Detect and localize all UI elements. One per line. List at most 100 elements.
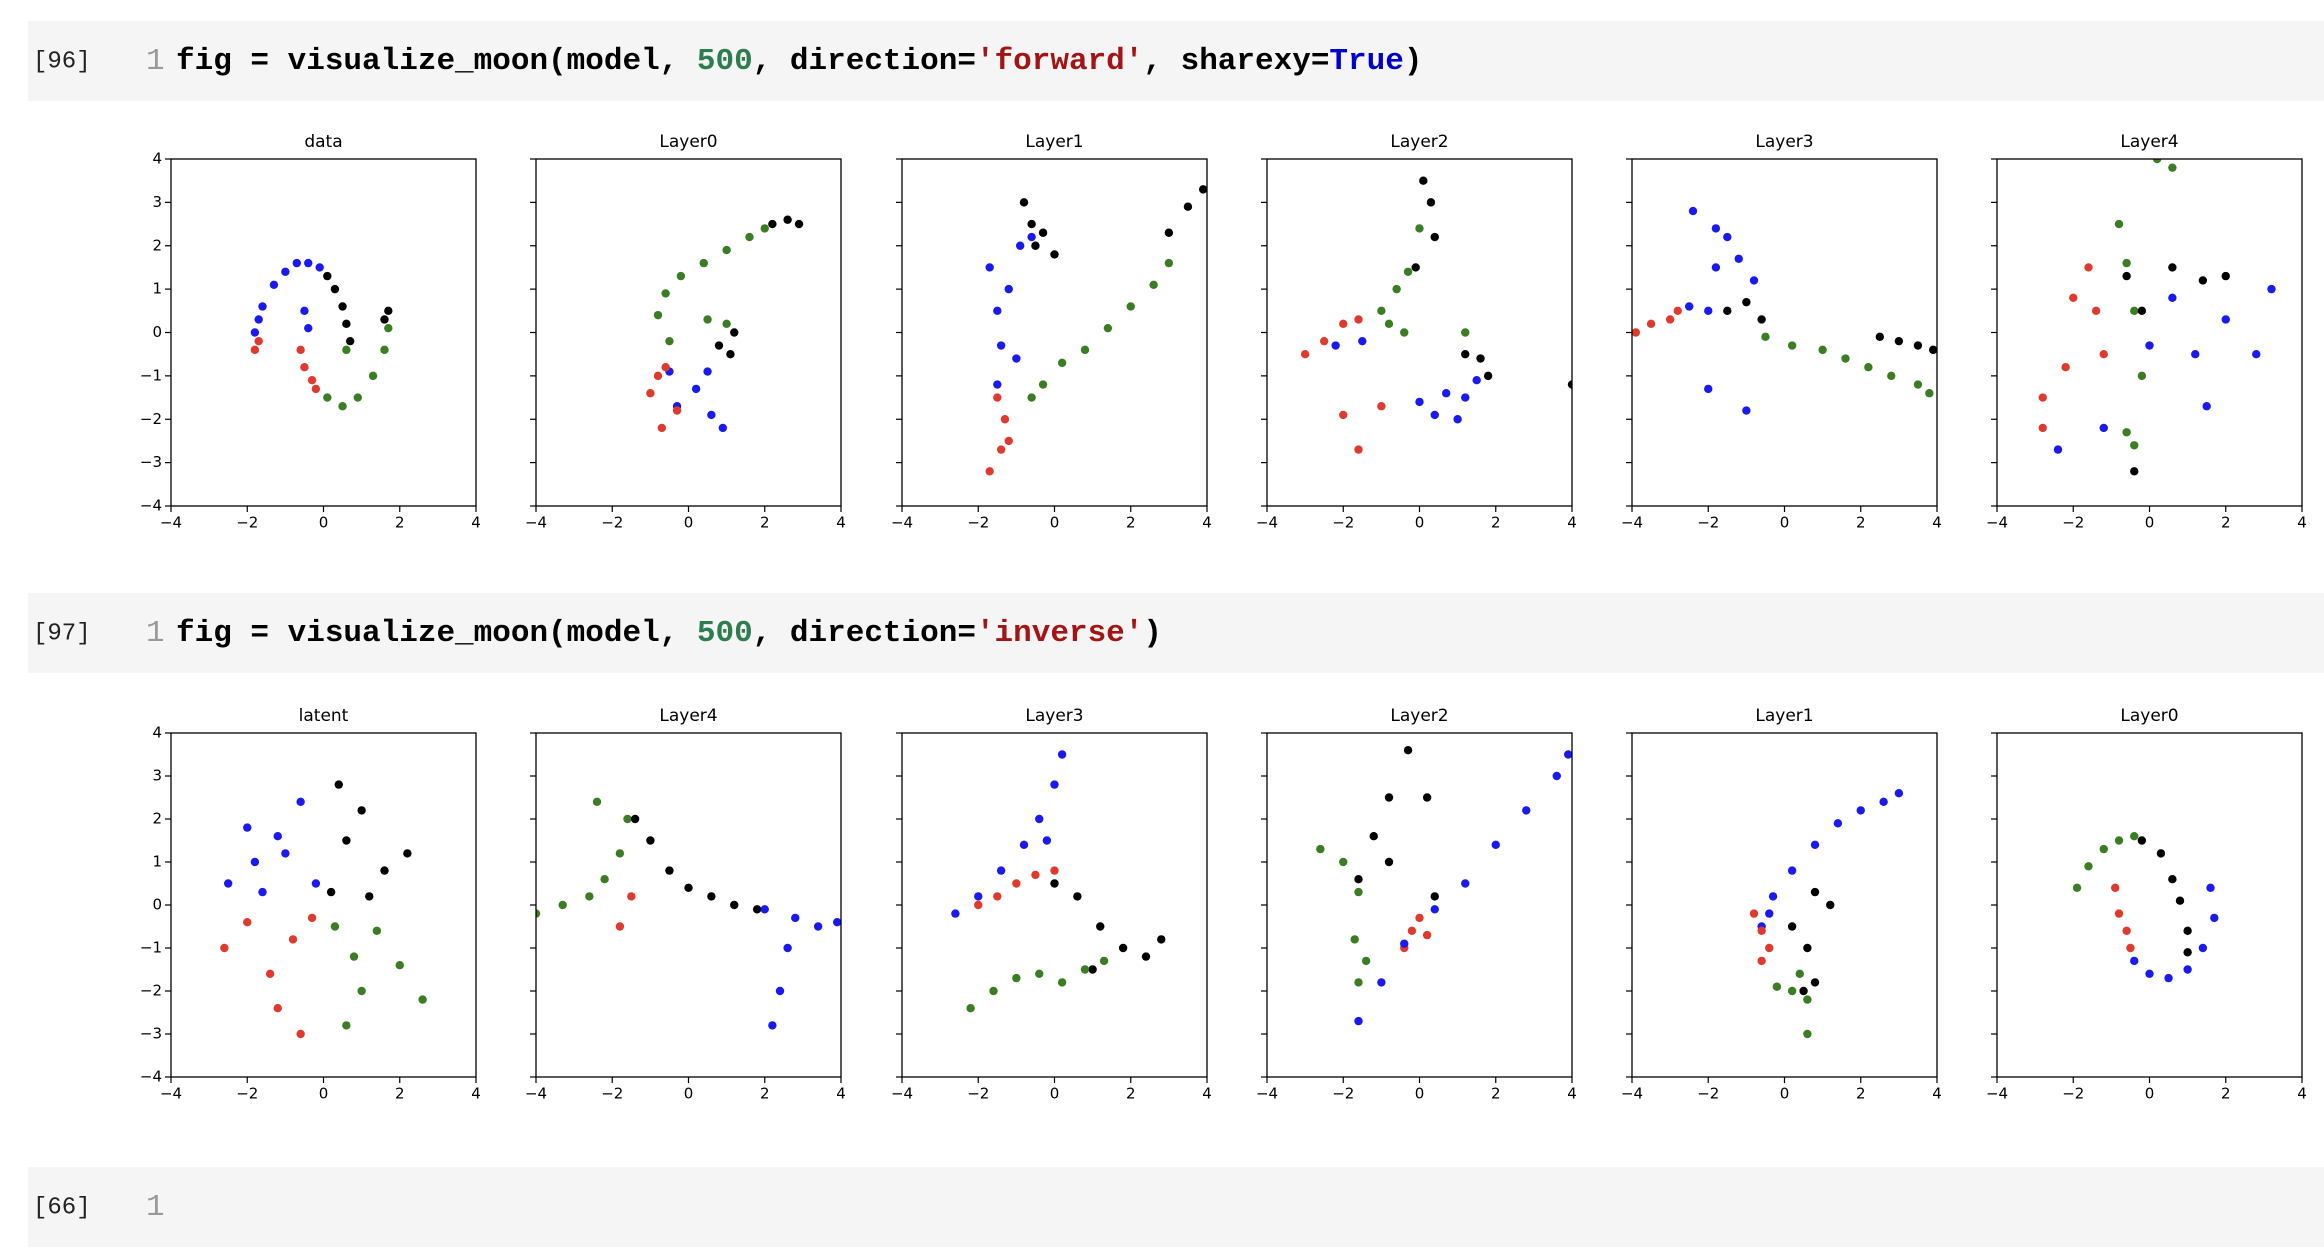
point (1632, 328, 1641, 337)
axes-frame (1266, 158, 1573, 507)
x-tick-label: −2 (601, 1085, 623, 1103)
y-tick-label: 4 (152, 150, 162, 168)
point (615, 922, 625, 931)
x-tick-label: 2 (760, 514, 770, 532)
point (1491, 840, 1500, 849)
point (2206, 883, 2215, 892)
point (1392, 284, 1401, 294)
point (2053, 445, 2063, 454)
y-tick-label: −4 (140, 497, 162, 515)
point (1894, 789, 1904, 798)
axes-frame (170, 732, 477, 1078)
point (330, 922, 340, 931)
point (1057, 750, 1067, 759)
x-tick-label: 4 (1932, 1085, 1942, 1103)
code-token: , direction= (753, 44, 976, 79)
point (1027, 393, 1036, 402)
point (1833, 819, 1843, 828)
point (592, 797, 602, 806)
point (2145, 969, 2154, 978)
point (996, 341, 1006, 350)
point (2122, 428, 2131, 437)
code-cell[interactable] (28, 21, 2324, 101)
x-tick-label: −2 (236, 514, 258, 532)
point (2130, 306, 2139, 316)
point (1461, 328, 1470, 337)
point (1856, 806, 1865, 815)
point (2164, 973, 2173, 983)
point (1803, 1029, 1812, 1039)
point (646, 389, 655, 398)
point (1765, 943, 1774, 953)
point (1339, 857, 1348, 867)
point (1567, 380, 1572, 389)
plot-area (1749, 789, 1904, 1039)
point (1742, 297, 1751, 307)
point (1073, 892, 1082, 901)
point (1354, 887, 1363, 897)
x-tick-label: −2 (1697, 1085, 1719, 1103)
point (1563, 750, 1572, 759)
point (1126, 302, 1135, 311)
x-tick-label: 0 (1050, 1085, 1060, 1103)
code-token: fig = visualize_moon(model, (176, 616, 697, 651)
point (1472, 376, 1481, 385)
point (311, 879, 321, 888)
plot-area (1632, 206, 1937, 415)
x-tick-label: −4 (891, 1085, 913, 1103)
code-line: fig = visualize_moon(model, 500, directi… (176, 44, 1422, 79)
x-tick-label: 4 (1932, 514, 1942, 532)
point (1787, 922, 1797, 931)
x-tick-label: 2 (1126, 514, 1136, 532)
point (2091, 306, 2101, 316)
point (258, 887, 267, 897)
point (311, 384, 321, 394)
y-tick-label: −3 (140, 1025, 162, 1043)
x-tick-label: 2 (1856, 1085, 1866, 1103)
x-tick-label: 2 (395, 514, 405, 532)
point (558, 900, 567, 910)
point (342, 319, 351, 329)
code-token: True (1329, 44, 1403, 79)
point (2252, 349, 2261, 359)
point (1012, 973, 1021, 983)
point (1419, 176, 1428, 185)
point (1795, 969, 1804, 978)
point (1164, 258, 1174, 268)
x-tick-label: −4 (1256, 1085, 1278, 1103)
code-token: fig = visualize_moon(model, (176, 44, 697, 79)
point (2061, 363, 2070, 372)
point (2137, 836, 2147, 845)
point (384, 323, 393, 333)
point (2210, 913, 2219, 923)
x-tick-label: 4 (2297, 514, 2307, 532)
x-tick-label: −2 (601, 514, 623, 532)
point (1354, 445, 1363, 454)
point (1103, 323, 1113, 333)
x-tick-label: 0 (2145, 514, 2155, 532)
x-tick-label: 2 (760, 1085, 770, 1103)
point (791, 913, 800, 923)
plot-area (536, 797, 841, 1030)
code-cell[interactable] (28, 1167, 2324, 1247)
point (403, 849, 412, 858)
x-tick-label: −4 (1621, 514, 1643, 532)
axes-frame (1996, 732, 2303, 1078)
point (380, 345, 389, 355)
point (1096, 922, 1105, 931)
point (2069, 293, 2078, 302)
x-tick-label: 0 (1050, 514, 1060, 532)
point (661, 289, 670, 298)
point (993, 892, 1002, 901)
point (1765, 909, 1774, 918)
point (1415, 397, 1424, 407)
point (243, 918, 252, 927)
x-tick-label: −4 (160, 1085, 182, 1103)
point (2183, 926, 2192, 935)
x-tick-label: 0 (684, 514, 694, 532)
point (1300, 349, 1310, 359)
code-cell[interactable] (28, 593, 2324, 673)
point (993, 306, 1002, 316)
point (966, 1004, 975, 1013)
point (2267, 284, 2276, 294)
